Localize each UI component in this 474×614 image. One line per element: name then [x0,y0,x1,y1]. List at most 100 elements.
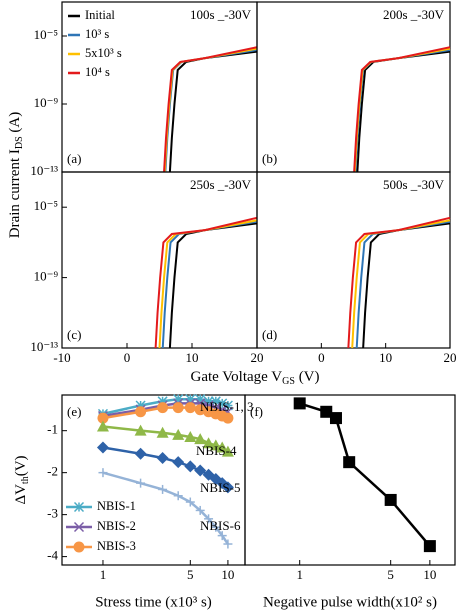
marker [184,430,197,442]
marker-shape [173,394,184,405]
marker [293,397,306,410]
marker [97,412,109,424]
panel-title: 500s _-30V [383,177,445,192]
marker [194,404,206,416]
label-text: ΔV [13,484,29,505]
y-axis-label: Drain current IDS (A) [7,112,25,239]
marker [172,456,185,469]
marker-shape [194,464,207,477]
marker-shape [184,460,197,473]
marker-shape [157,402,169,414]
x-tick-label: 1 [100,567,107,582]
x-tick-label: 1 [296,567,303,582]
panel-title: 250s _-30V [190,177,252,192]
marker [134,447,147,460]
legend-label: 5x10³ s [85,46,122,60]
panel-label: (d) [262,327,277,342]
y-tick-label: 10⁻⁹ [34,269,59,284]
label-sub: GS [282,376,295,387]
marker [204,514,214,524]
label-sub: th [20,476,31,484]
x-tick-label: 10 [186,350,199,365]
annotation: NBIS-4 [196,443,237,458]
marker-shape [194,433,207,445]
marker-shape [73,521,85,533]
label-text: (A) [7,112,23,137]
marker-shape [97,412,109,424]
label-text: (V) [295,369,320,385]
marker-shape [184,430,197,442]
marker-shape [172,428,185,440]
panel-label: (e) [67,404,81,419]
marker-shape [156,451,169,464]
series-line [168,222,258,349]
marker [194,433,207,445]
y-tick-label: -4 [47,548,58,563]
marker-shape [156,426,169,438]
panel-title: 100s _-30V [190,7,252,22]
series-line [102,397,229,416]
marker [222,412,234,424]
marker [209,439,222,451]
marker-shape [134,424,147,436]
series-line [154,216,258,349]
label-text: (V) [13,455,29,476]
legend-label: NBIS-1 [97,499,136,513]
series-line [354,49,451,173]
marker [73,521,85,533]
plot-frame [256,171,451,349]
marker-shape [343,456,356,469]
marker [156,451,169,464]
marker [172,402,184,414]
marker [73,501,85,513]
marker [156,426,169,438]
x-tick-label: 20 [444,350,457,365]
marker-shape [73,501,85,513]
marker [184,402,196,414]
series-line [163,46,258,173]
series-line [163,47,258,173]
marker [194,464,207,477]
x-tick-label: 10 [221,567,234,582]
marker-shape [96,420,109,432]
x-tick-label: 0 [124,350,131,365]
plot-frame [244,394,456,566]
x-tick-label: 10 [379,350,392,365]
marker-shape [320,405,333,418]
series-line [347,216,451,349]
series-line [168,50,258,173]
legend-label: NBIS-2 [97,519,136,533]
series-line [355,220,451,349]
marker [98,468,108,478]
marker-shape [194,404,206,416]
y-tick-label: -2 [47,464,58,479]
panel-label: (a) [67,151,81,166]
marker [221,445,234,457]
y-axis-label: ΔVth(V) [13,455,31,504]
marker-shape [172,402,184,414]
marker-shape [172,456,185,469]
series-line [102,402,229,418]
y-tick-label: 10⁻⁵ [34,198,58,213]
marker-shape [216,441,229,453]
label-text: Drain current I [7,149,23,238]
annotation: NBIS-5 [200,480,240,495]
marker-shape [221,445,234,457]
marker [184,460,197,473]
marker-shape [329,412,342,425]
marker [136,478,146,488]
x-tick-label: 10 [423,567,436,582]
legend-label: NBIS-3 [97,539,136,553]
series-line [102,471,229,545]
marker [73,541,85,553]
marker-shape [135,406,147,418]
y-tick-label: 10⁻⁹ [34,95,59,110]
legend-label: 10⁴ s [85,65,110,79]
marker-shape [423,540,436,553]
marker [221,481,234,494]
x-axis-label: Negative pulse width(x10² s) [263,594,437,610]
series-line [353,46,451,173]
marker-shape [209,439,222,451]
legend-label: Initial [85,8,115,22]
plot-frame [61,171,258,349]
